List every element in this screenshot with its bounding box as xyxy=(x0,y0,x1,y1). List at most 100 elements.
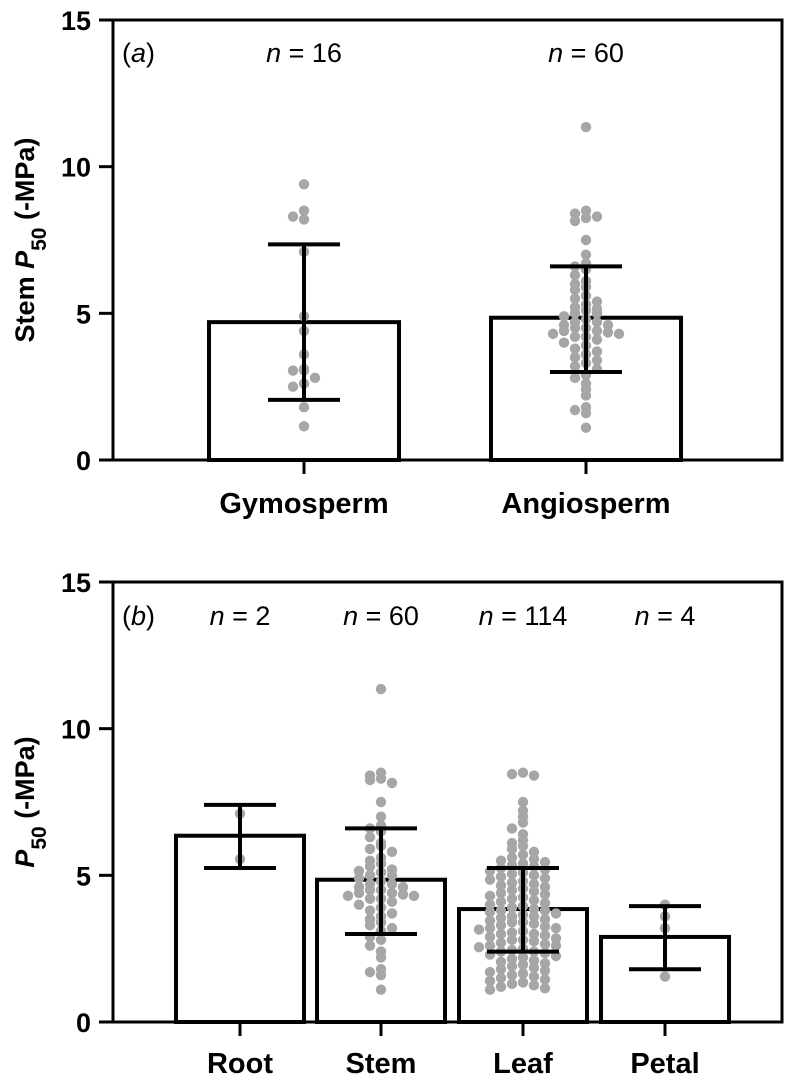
data-point xyxy=(375,796,387,808)
data-point xyxy=(602,319,614,331)
data-point xyxy=(659,971,671,982)
data-point xyxy=(386,777,398,789)
data-point xyxy=(484,940,496,951)
data-point xyxy=(495,928,507,940)
data-point xyxy=(506,884,518,896)
data-point xyxy=(539,873,551,884)
panel-label: (a) xyxy=(122,38,155,68)
data-point xyxy=(539,889,551,900)
data-point xyxy=(569,270,581,281)
data-point xyxy=(591,296,603,307)
data-point xyxy=(528,886,540,897)
panel-label: (b) xyxy=(122,601,155,631)
data-point xyxy=(287,211,299,222)
data-point xyxy=(517,977,529,988)
data-point xyxy=(298,402,310,413)
data-point xyxy=(364,920,376,931)
data-point xyxy=(506,934,518,946)
data-point xyxy=(375,952,387,963)
data-point xyxy=(539,983,551,994)
x-tick-label-leaf: Leaf xyxy=(493,1048,553,1078)
sample-size-label: n = 2 xyxy=(210,601,271,631)
data-point xyxy=(569,284,581,296)
data-point xyxy=(506,843,518,855)
data-point xyxy=(569,308,581,319)
data-point xyxy=(528,878,540,890)
data-point xyxy=(375,811,387,822)
data-point xyxy=(495,981,507,992)
data-point xyxy=(539,881,551,893)
data-point xyxy=(528,895,540,906)
data-point xyxy=(569,215,581,227)
data-point xyxy=(550,940,562,951)
data-point xyxy=(342,890,354,902)
data-point xyxy=(569,343,581,354)
data-point xyxy=(506,917,518,928)
data-point xyxy=(528,980,540,991)
data-point xyxy=(484,899,496,910)
chart-panel-b: 0 5 10 15 Root Stem Leaf Petal P50 (-MPa) (b) n = … xyxy=(10,568,784,1078)
data-point xyxy=(539,930,551,941)
y-tick-label: 0 xyxy=(76,446,91,476)
data-point xyxy=(569,360,581,372)
data-point xyxy=(517,817,529,828)
data-point xyxy=(375,984,387,995)
data-point xyxy=(580,390,592,401)
y-tick-label: 10 xyxy=(61,153,91,183)
data-point xyxy=(353,865,365,877)
plot-frame xyxy=(111,18,784,462)
data-point xyxy=(528,854,540,865)
data-point xyxy=(364,774,376,786)
y-tick-label: 15 xyxy=(61,568,91,598)
sample-size-label: n = 60 xyxy=(548,38,624,68)
y-tick-label: 0 xyxy=(76,1008,91,1038)
data-point xyxy=(580,422,592,433)
data-point xyxy=(580,407,592,419)
data-point xyxy=(495,905,507,916)
data-point xyxy=(591,211,603,222)
data-point xyxy=(569,372,581,384)
data-point xyxy=(408,890,420,902)
data-point xyxy=(495,964,507,975)
x-tick-label-root: Root xyxy=(207,1048,273,1078)
data-point xyxy=(364,843,376,855)
y-axis-label: Stem P50 (-MPa) xyxy=(10,138,51,343)
data-point xyxy=(591,355,603,366)
data-point xyxy=(591,346,603,357)
sample-size-label: n = 16 xyxy=(266,38,342,68)
data-point xyxy=(298,179,310,190)
data-point xyxy=(580,121,592,133)
data-point xyxy=(386,922,398,934)
data-point xyxy=(569,208,581,219)
data-point xyxy=(495,956,507,968)
data-point xyxy=(484,984,496,995)
data-point xyxy=(495,855,507,866)
data-point xyxy=(495,937,507,948)
data-point xyxy=(550,908,562,919)
data-point xyxy=(517,796,529,808)
data-point xyxy=(528,936,540,947)
data-point xyxy=(484,931,496,943)
data-point xyxy=(287,381,299,392)
data-point xyxy=(386,896,398,907)
data-point xyxy=(495,887,507,899)
data-point xyxy=(364,832,376,843)
data-point xyxy=(484,915,496,926)
data-point xyxy=(353,873,365,884)
data-point xyxy=(364,884,376,896)
data-point xyxy=(613,328,625,340)
y-tick-label: 10 xyxy=(61,715,91,745)
sample-size-label: n = 60 xyxy=(343,601,419,631)
data-point xyxy=(364,966,376,978)
data-point xyxy=(539,974,551,985)
data-point xyxy=(386,870,398,881)
data-point xyxy=(528,846,540,858)
sample-size-label: n = 4 xyxy=(635,601,696,631)
data-point xyxy=(506,768,518,780)
data-point xyxy=(528,955,540,966)
x-tick-label-stem: Stem xyxy=(346,1048,417,1078)
data-point xyxy=(580,212,592,224)
data-point xyxy=(495,920,507,931)
data-point xyxy=(539,905,551,916)
